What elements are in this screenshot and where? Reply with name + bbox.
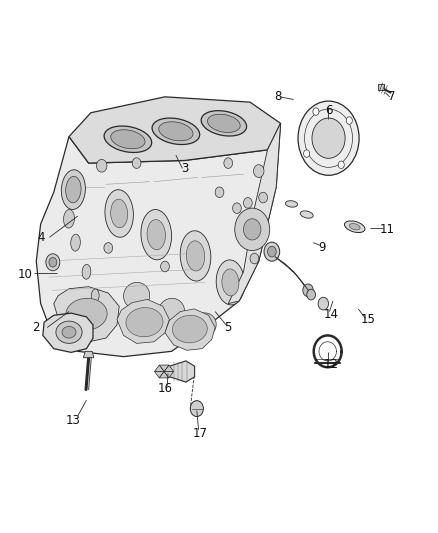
Polygon shape — [83, 351, 94, 358]
Ellipse shape — [104, 126, 152, 152]
Polygon shape — [164, 372, 173, 378]
Polygon shape — [36, 123, 280, 357]
Circle shape — [267, 246, 276, 257]
Circle shape — [232, 203, 241, 214]
Ellipse shape — [82, 264, 91, 279]
Text: 3: 3 — [180, 162, 188, 175]
Ellipse shape — [207, 114, 240, 133]
Text: 6: 6 — [324, 103, 332, 117]
Text: 7: 7 — [387, 90, 395, 103]
Circle shape — [306, 289, 315, 300]
Ellipse shape — [110, 130, 145, 149]
Text: 12: 12 — [322, 358, 337, 371]
Text: 8: 8 — [274, 90, 282, 103]
Ellipse shape — [141, 209, 171, 260]
Circle shape — [303, 150, 309, 157]
Polygon shape — [154, 372, 164, 378]
Circle shape — [96, 159, 107, 172]
Circle shape — [346, 117, 352, 124]
Text: 5: 5 — [224, 321, 231, 334]
Ellipse shape — [180, 231, 210, 281]
Ellipse shape — [349, 223, 359, 230]
Circle shape — [302, 284, 313, 297]
Text: 2: 2 — [32, 321, 40, 334]
Circle shape — [258, 192, 267, 203]
Circle shape — [49, 257, 57, 267]
Circle shape — [234, 208, 269, 251]
Ellipse shape — [152, 118, 199, 144]
Ellipse shape — [192, 313, 216, 337]
Ellipse shape — [56, 321, 82, 343]
Ellipse shape — [221, 269, 238, 296]
Circle shape — [243, 219, 260, 240]
Polygon shape — [53, 287, 119, 342]
Polygon shape — [228, 123, 280, 304]
Ellipse shape — [126, 308, 162, 337]
Ellipse shape — [285, 201, 297, 207]
Circle shape — [243, 198, 252, 208]
Ellipse shape — [186, 241, 204, 271]
Circle shape — [311, 118, 344, 158]
Polygon shape — [117, 300, 169, 343]
Text: 13: 13 — [66, 414, 81, 427]
Ellipse shape — [158, 298, 184, 325]
Ellipse shape — [159, 122, 193, 141]
Polygon shape — [159, 372, 169, 378]
Ellipse shape — [215, 260, 244, 305]
Circle shape — [297, 101, 358, 175]
Circle shape — [312, 108, 318, 115]
Polygon shape — [164, 365, 173, 372]
Ellipse shape — [105, 190, 133, 237]
Text: 17: 17 — [192, 427, 207, 440]
Circle shape — [160, 261, 169, 272]
Ellipse shape — [71, 234, 80, 251]
Ellipse shape — [66, 298, 107, 330]
Circle shape — [132, 158, 141, 168]
Text: 10: 10 — [18, 268, 33, 281]
Polygon shape — [165, 309, 215, 350]
Text: 11: 11 — [379, 223, 394, 236]
Polygon shape — [378, 84, 383, 91]
Ellipse shape — [61, 170, 85, 209]
Circle shape — [250, 253, 258, 264]
Polygon shape — [159, 365, 169, 372]
Polygon shape — [161, 361, 194, 382]
Text: 4: 4 — [37, 231, 44, 244]
Ellipse shape — [66, 176, 81, 203]
Ellipse shape — [91, 289, 99, 302]
Polygon shape — [43, 313, 93, 352]
Ellipse shape — [147, 220, 165, 250]
Text: 16: 16 — [157, 382, 172, 395]
Circle shape — [190, 401, 203, 417]
Ellipse shape — [110, 199, 127, 228]
Ellipse shape — [344, 221, 364, 232]
Circle shape — [263, 242, 279, 261]
Ellipse shape — [172, 315, 207, 343]
Ellipse shape — [64, 209, 74, 228]
Polygon shape — [69, 97, 280, 163]
Polygon shape — [154, 365, 164, 372]
Text: 15: 15 — [360, 313, 374, 326]
Ellipse shape — [62, 326, 76, 338]
Circle shape — [337, 161, 343, 168]
Circle shape — [253, 165, 263, 177]
Circle shape — [223, 158, 232, 168]
Circle shape — [46, 254, 60, 271]
Ellipse shape — [123, 282, 149, 309]
Text: 9: 9 — [318, 241, 325, 254]
Circle shape — [318, 297, 328, 310]
Ellipse shape — [300, 211, 312, 218]
Circle shape — [104, 243, 113, 253]
Circle shape — [215, 187, 223, 198]
Ellipse shape — [201, 111, 246, 136]
Text: 14: 14 — [322, 308, 337, 321]
